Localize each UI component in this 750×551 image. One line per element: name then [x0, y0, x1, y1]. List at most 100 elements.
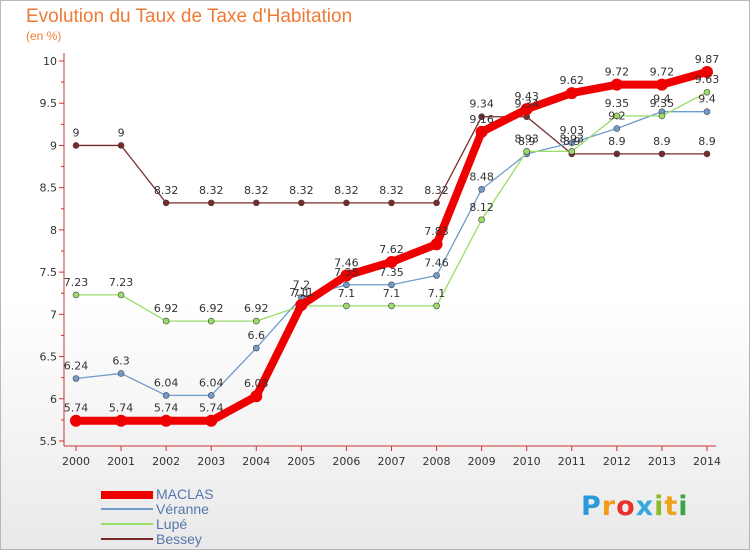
- data-point-maclas: [520, 103, 533, 116]
- x-tick-label: 2010: [513, 455, 541, 468]
- proxiti-logo: Proxiti: [581, 491, 689, 522]
- data-point-bessey: [613, 150, 621, 158]
- data-point-lupe: [343, 302, 350, 310]
- data-label-lupe: 7.1: [338, 287, 356, 300]
- data-label-lupe: 6.92: [154, 302, 179, 315]
- data-label-veranne: 8.9: [518, 135, 536, 148]
- data-label-lupe: 7.1: [428, 287, 446, 300]
- data-point-maclas: [160, 414, 173, 427]
- y-tick-label: 10: [43, 55, 57, 68]
- data-label-maclas: 7.62: [379, 243, 404, 256]
- data-label-lupe: 8.93: [560, 132, 585, 145]
- data-label-bessey: 8.9: [608, 135, 626, 148]
- y-tick-label: 8: [50, 224, 57, 237]
- y-tick-label: 6: [50, 393, 57, 406]
- y-tick-label: 9: [50, 139, 57, 152]
- data-label-bessey: 8.9: [653, 135, 671, 148]
- data-point-bessey: [703, 150, 711, 158]
- data-point-lupe: [703, 88, 711, 96]
- legend-swatch-lupe: [101, 523, 153, 525]
- data-point-lupe: [117, 291, 125, 299]
- data-point-maclas: [430, 238, 443, 251]
- x-tick-label: 2001: [107, 455, 135, 468]
- data-label-maclas: 9.87: [695, 53, 720, 66]
- data-point-maclas: [565, 87, 578, 100]
- data-point-maclas: [700, 65, 713, 78]
- data-point-veranne: [703, 108, 711, 115]
- data-label-maclas: 7.11: [289, 286, 314, 299]
- legend-label-lupe: Lupé: [156, 516, 188, 532]
- data-point-bessey: [117, 142, 125, 149]
- data-label-bessey: 8.32: [334, 184, 359, 197]
- data-label-lupe: 7.1: [383, 287, 401, 300]
- x-tick-label: 2000: [62, 455, 90, 468]
- y-tick-label: 5.5: [40, 435, 58, 448]
- data-point-lupe: [613, 112, 621, 120]
- data-point-maclas: [205, 414, 218, 427]
- data-label-lupe: 7.1: [293, 287, 311, 300]
- data-label-veranne: 6.6: [248, 329, 266, 342]
- data-point-lupe: [433, 302, 440, 310]
- x-tick-label: 2007: [377, 455, 405, 468]
- data-label-veranne: 6.24: [64, 360, 89, 373]
- data-label-veranne: 9.2: [608, 110, 626, 123]
- data-label-maclas: 5.74: [109, 402, 134, 415]
- data-point-bessey: [658, 150, 666, 158]
- x-tick-label: 2003: [197, 455, 225, 468]
- x-tick-label: 2004: [242, 455, 270, 468]
- data-point-bessey: [252, 199, 260, 207]
- x-tick-label: 2014: [693, 455, 721, 468]
- legend-swatch-bessey: [101, 538, 153, 540]
- legend-label-bessey: Bessey: [156, 531, 202, 547]
- y-tick-label: 9.5: [40, 97, 58, 110]
- data-label-veranne: 7.35: [379, 266, 404, 279]
- data-point-veranne: [478, 186, 485, 193]
- data-point-maclas: [475, 125, 488, 138]
- legend-swatch-maclas: [101, 491, 153, 499]
- data-label-veranne: 6.04: [199, 376, 224, 389]
- data-point-lupe: [388, 302, 395, 310]
- data-point-lupe: [568, 148, 576, 155]
- data-label-veranne: 7.35: [334, 266, 359, 279]
- x-tick-label: 2006: [332, 455, 360, 468]
- data-label-bessey: 9.34: [469, 98, 494, 111]
- data-label-lupe: 9.63: [695, 73, 720, 86]
- data-label-maclas: 9.43: [514, 90, 539, 103]
- data-point-bessey: [343, 199, 350, 207]
- x-tick-label: 2002: [152, 455, 180, 468]
- data-label-lupe: 9.35: [650, 97, 675, 110]
- data-point-lupe: [523, 148, 531, 155]
- data-label-lupe: 7.23: [64, 276, 89, 289]
- data-label-maclas: 6.03: [244, 377, 269, 390]
- data-label-maclas: 7.83: [424, 225, 449, 238]
- data-label-lupe: 6.92: [199, 302, 224, 315]
- x-tick-label: 2005: [287, 455, 315, 468]
- data-label-bessey: 9: [118, 126, 125, 139]
- data-label-maclas: 7.46: [334, 256, 359, 269]
- data-point-maclas: [385, 255, 398, 268]
- data-point-veranne: [117, 370, 125, 377]
- data-point-maclas: [295, 299, 308, 312]
- data-point-lupe: [478, 216, 485, 224]
- x-tick-label: 2012: [603, 455, 631, 468]
- data-label-veranne: 8.48: [469, 170, 494, 183]
- data-label-bessey: 9.34: [514, 98, 539, 111]
- data-point-bessey: [298, 199, 305, 207]
- chart-unit-label: (en %): [26, 29, 62, 43]
- legend-swatch-veranne: [101, 508, 153, 510]
- data-label-veranne: 9.4: [698, 93, 716, 106]
- data-point-veranne: [568, 139, 576, 147]
- data-point-veranne: [343, 281, 350, 289]
- data-point-veranne: [252, 344, 260, 352]
- data-label-maclas: 5.74: [154, 402, 179, 415]
- data-label-veranne: 9.03: [560, 124, 585, 137]
- data-label-veranne: 7.2: [293, 278, 311, 291]
- data-point-bessey: [388, 199, 395, 207]
- data-point-maclas: [250, 390, 263, 403]
- y-tick-label: 8.5: [40, 182, 58, 195]
- data-point-lupe: [72, 291, 80, 299]
- data-point-veranne: [207, 392, 215, 399]
- data-point-lupe: [658, 112, 666, 120]
